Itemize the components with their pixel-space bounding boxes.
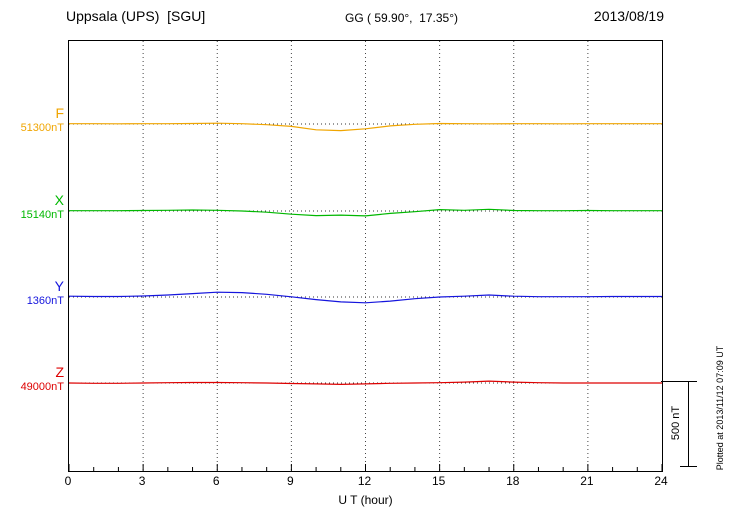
x-tick-label: 9: [287, 474, 294, 488]
scale-bar-top-cap: [661, 381, 697, 382]
component-baseline-y: 1360nT: [26, 295, 64, 307]
magnetogram-plot: [68, 40, 663, 472]
x-tick-label: 0: [64, 474, 72, 488]
x-axis-ticks: 0 3 6 9 12 15 18 21 24: [64, 474, 668, 490]
component-baseline-x: 15140nT: [20, 209, 64, 221]
component-label-z: Z 49000nT: [0, 365, 64, 393]
component-letter-x: X: [54, 192, 64, 208]
station-title: Uppsala (UPS) [SGU]: [66, 8, 206, 24]
component-baseline-f: 51300nT: [20, 122, 64, 134]
x-tick-label: 3: [138, 474, 146, 488]
component-label-y: Y 1360nT: [0, 279, 64, 307]
component-label-f: F 51300nT: [0, 106, 64, 134]
component-letter-z: Z: [55, 364, 64, 380]
component-letter-f: F: [55, 105, 64, 121]
scale-bar-line: [688, 381, 689, 466]
x-tick-label: 21: [580, 474, 594, 488]
geographic-coordinates: GG ( 59.90°, 17.35°): [345, 11, 458, 25]
component-label-x: X 15140nT: [0, 193, 64, 221]
x-tick-label: 15: [431, 474, 446, 488]
x-tick-label: 12: [357, 474, 372, 488]
scale-bar-bottom-cap: [680, 466, 697, 467]
scale-bar-label: 500 nT: [670, 405, 682, 441]
x-tick-label: 24: [654, 474, 668, 488]
component-letter-y: Y: [54, 278, 64, 294]
x-axis-title: U T (hour): [338, 493, 393, 507]
plotted-at-note: Plotted at 2013/11/12 07:09 UT: [715, 345, 725, 471]
x-tick-label: 18: [506, 474, 520, 488]
x-tick-label: 6: [212, 474, 220, 488]
component-baseline-z: 49000nT: [20, 381, 64, 393]
record-date: 2013/08/19: [593, 8, 664, 24]
